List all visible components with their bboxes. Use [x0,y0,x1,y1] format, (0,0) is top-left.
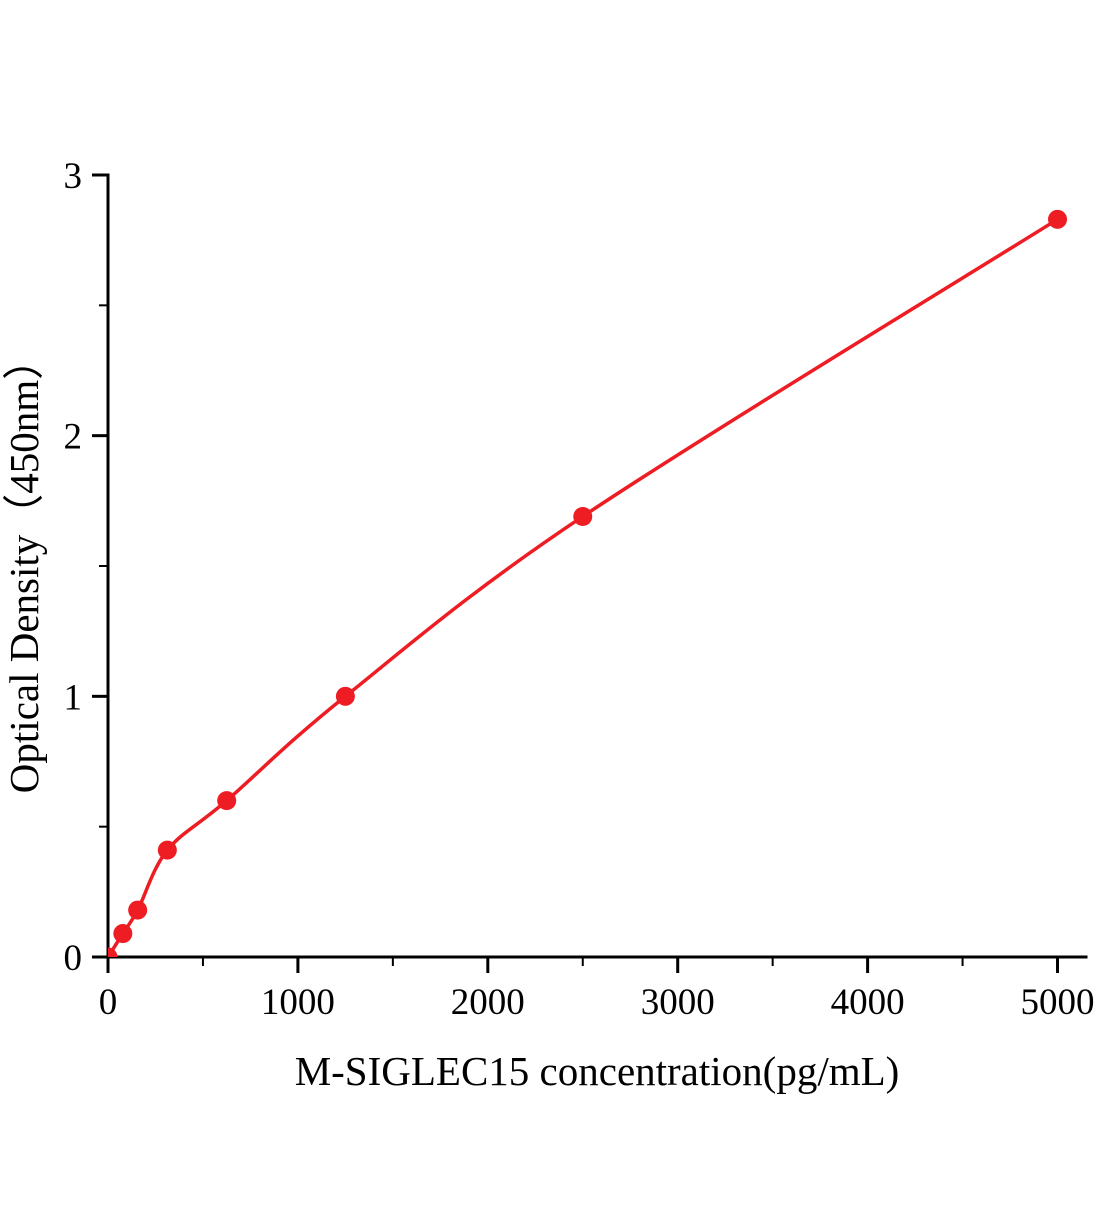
y-tick-label: 3 [64,156,83,197]
x-tick-label: 4000 [831,982,905,1023]
x-axis-label: M-SIGLEC15 concentration(pg/mL) [295,1048,900,1094]
x-tick-label: 1000 [261,982,335,1023]
y-tick-label: 1 [64,677,83,718]
data-point [157,840,177,860]
axis-ticks [92,173,1060,973]
x-tick-label: 3000 [641,982,715,1023]
x-tick-label: 5000 [1021,982,1095,1023]
axis-tick-labels: 0 1000 2000 3000 4000 5000 0 1 2 3 [64,156,1095,1023]
x-tick-label: 2000 [451,982,525,1023]
data-point [113,924,133,944]
y-axis-label: Optical Density（450nm） [1,339,47,793]
x-tick-label: 0 [99,982,118,1023]
data-point [217,791,237,811]
data-point [1048,209,1068,229]
data-point [573,506,593,526]
data-point [335,686,355,706]
data-point [108,947,118,957]
fit-line [108,217,1060,957]
data-point [128,900,148,920]
data-series [108,209,1068,957]
y-tick-label: 2 [64,417,83,458]
y-tick-label: 0 [64,938,83,979]
